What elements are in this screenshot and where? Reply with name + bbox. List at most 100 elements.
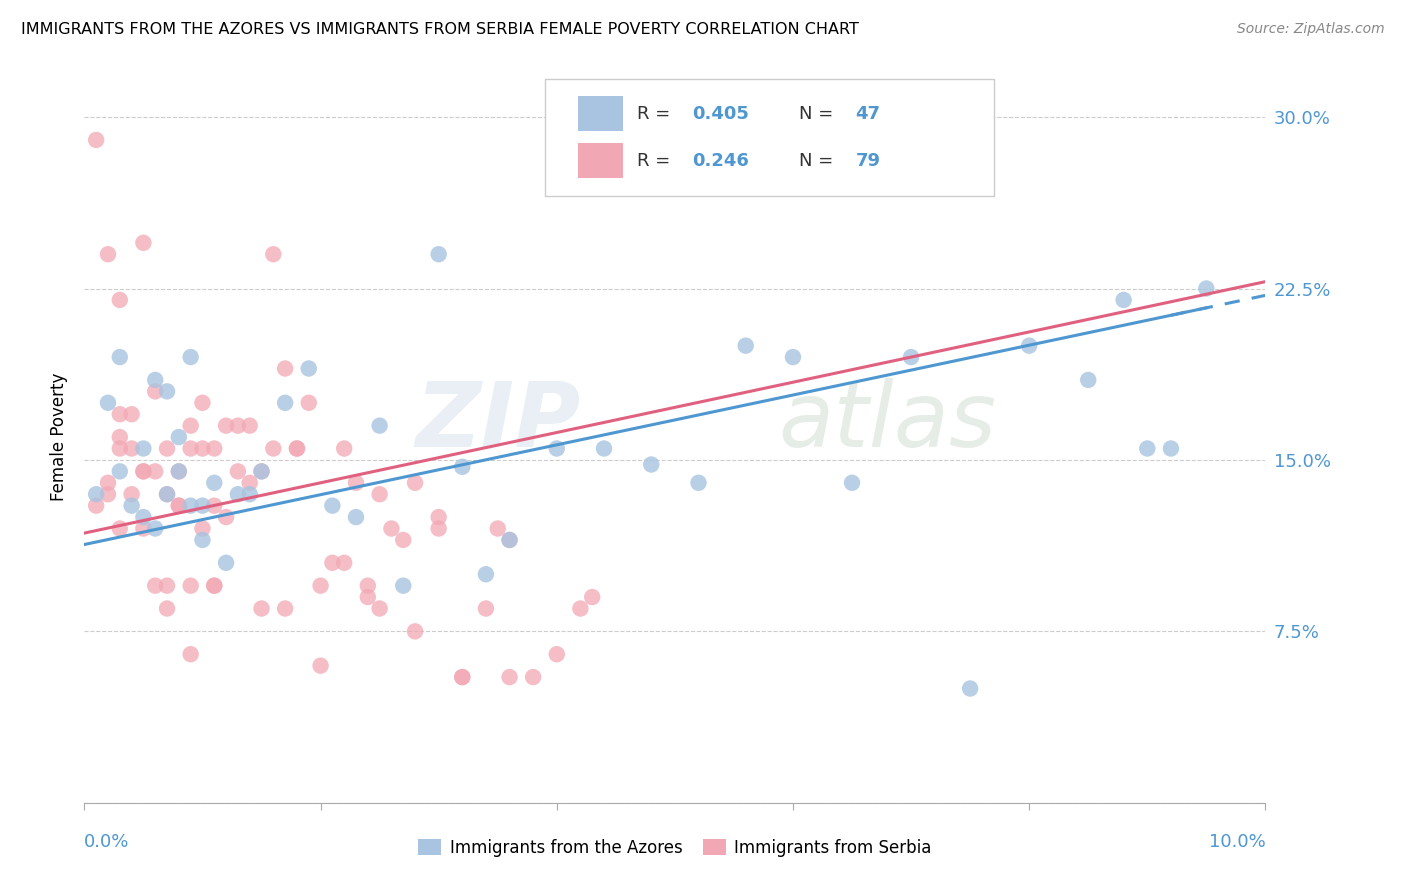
Point: [156, 487, 179, 501]
Point: [274, 396, 297, 410]
FancyBboxPatch shape: [578, 96, 623, 131]
Point: [298, 361, 321, 376]
Point: [167, 499, 190, 513]
Point: [546, 647, 568, 661]
Point: [1112, 293, 1135, 307]
Point: [108, 430, 131, 444]
Point: [121, 499, 143, 513]
Point: [841, 475, 863, 490]
Text: 0.405: 0.405: [693, 104, 749, 122]
Point: [226, 464, 249, 478]
Text: R =: R =: [637, 104, 676, 122]
Text: 79: 79: [856, 152, 880, 169]
Point: [498, 533, 520, 547]
Point: [581, 590, 603, 604]
Point: [569, 601, 592, 615]
Text: atlas: atlas: [779, 378, 997, 467]
Point: [404, 624, 426, 639]
Point: [321, 556, 343, 570]
Point: [167, 430, 190, 444]
Point: [167, 464, 190, 478]
Text: N =: N =: [799, 104, 839, 122]
Point: [309, 658, 332, 673]
Point: [475, 567, 498, 582]
Point: [498, 670, 520, 684]
Point: [250, 464, 273, 478]
Point: [309, 579, 332, 593]
Point: [368, 487, 391, 501]
Point: [191, 442, 214, 456]
Point: [132, 464, 155, 478]
Point: [1195, 281, 1218, 295]
Point: [97, 475, 120, 490]
Point: [546, 442, 568, 456]
Point: [156, 384, 179, 399]
Point: [167, 464, 190, 478]
Point: [180, 499, 202, 513]
Point: [143, 384, 166, 399]
Point: [108, 464, 131, 478]
Point: [97, 487, 120, 501]
Point: [321, 499, 343, 513]
Point: [108, 293, 131, 307]
Point: [486, 521, 509, 535]
Point: [250, 464, 273, 478]
Point: [344, 475, 367, 490]
Point: [782, 350, 804, 364]
Point: [215, 556, 238, 570]
Point: [143, 373, 166, 387]
Point: [132, 464, 155, 478]
Point: [593, 442, 616, 456]
Point: [97, 247, 120, 261]
Text: 10.0%: 10.0%: [1209, 833, 1265, 851]
Text: 0.246: 0.246: [693, 152, 749, 169]
Point: [202, 475, 225, 490]
Point: [108, 407, 131, 421]
Point: [191, 521, 214, 535]
Point: [143, 579, 166, 593]
Point: [475, 601, 498, 615]
Text: 47: 47: [856, 104, 880, 122]
Point: [357, 579, 380, 593]
Point: [427, 247, 450, 261]
Point: [108, 521, 131, 535]
Point: [392, 579, 415, 593]
Y-axis label: Female Poverty: Female Poverty: [49, 373, 67, 501]
Point: [333, 442, 356, 456]
Point: [191, 396, 214, 410]
Point: [202, 579, 225, 593]
Point: [84, 133, 107, 147]
Legend: Immigrants from the Azores, Immigrants from Serbia: Immigrants from the Azores, Immigrants f…: [418, 838, 932, 856]
Point: [132, 510, 155, 524]
Point: [132, 442, 155, 456]
Point: [156, 579, 179, 593]
Point: [522, 670, 544, 684]
Point: [498, 533, 520, 547]
Point: [262, 247, 284, 261]
Point: [734, 338, 756, 352]
Point: [132, 521, 155, 535]
Point: [239, 475, 262, 490]
Point: [108, 442, 131, 456]
Point: [451, 670, 474, 684]
Point: [121, 442, 143, 456]
FancyBboxPatch shape: [578, 144, 623, 178]
Point: [180, 442, 202, 456]
Point: [215, 510, 238, 524]
Point: [368, 418, 391, 433]
Point: [239, 418, 262, 433]
Point: [380, 521, 402, 535]
Point: [132, 235, 155, 250]
Point: [688, 475, 710, 490]
Point: [274, 361, 297, 376]
Text: ZIP: ZIP: [415, 378, 581, 467]
Point: [1018, 338, 1040, 352]
Point: [180, 579, 202, 593]
Text: IMMIGRANTS FROM THE AZORES VS IMMIGRANTS FROM SERBIA FEMALE POVERTY CORRELATION : IMMIGRANTS FROM THE AZORES VS IMMIGRANTS…: [21, 22, 859, 37]
Point: [285, 442, 308, 456]
Point: [167, 499, 190, 513]
Point: [226, 487, 249, 501]
Point: [959, 681, 981, 696]
Point: [202, 579, 225, 593]
Point: [427, 521, 450, 535]
